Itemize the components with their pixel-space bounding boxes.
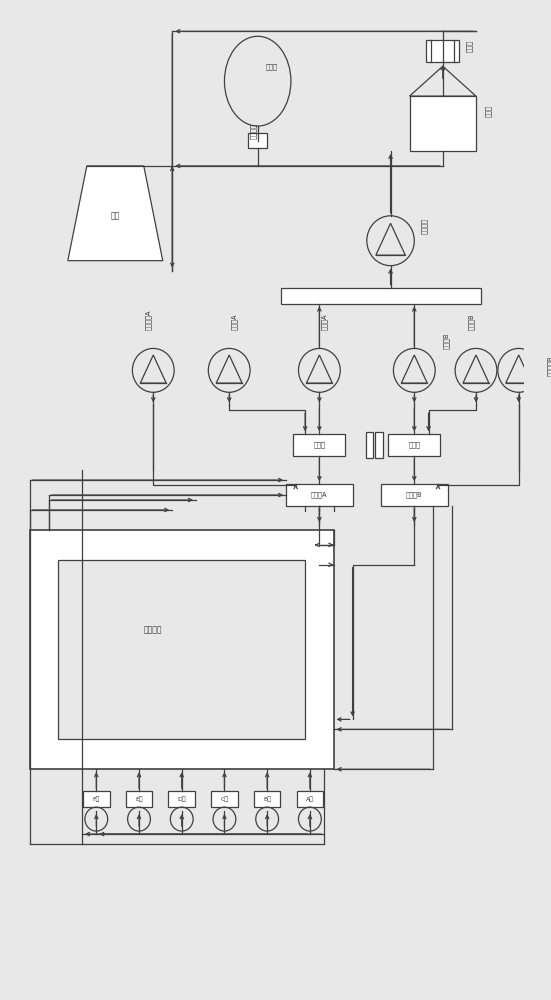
Text: 送风机B: 送风机B xyxy=(468,314,474,330)
Text: 喷淡塔: 喷淡塔 xyxy=(266,63,278,70)
Text: 一次风机A: 一次风机A xyxy=(145,310,152,330)
Text: 锅炉炉膀: 锅炉炉膀 xyxy=(144,625,163,634)
Bar xyxy=(381,484,447,506)
Text: 旁路挡板: 旁路挡板 xyxy=(250,123,256,139)
Text: 除尘器: 除尘器 xyxy=(314,442,326,448)
Bar xyxy=(388,434,440,456)
Bar xyxy=(58,560,305,739)
Text: 送风机A: 送风机A xyxy=(231,314,237,330)
Bar xyxy=(293,434,345,456)
Text: E磨: E磨 xyxy=(135,796,143,802)
Text: 一次风机B: 一次风机B xyxy=(547,355,551,376)
Text: A磨: A磨 xyxy=(306,796,314,802)
Bar xyxy=(254,791,280,807)
Text: 除尘器: 除尘器 xyxy=(408,442,420,448)
Bar xyxy=(366,432,374,458)
Text: 增压风机: 增压风机 xyxy=(421,218,428,234)
Text: B磨: B磨 xyxy=(263,796,271,802)
Bar xyxy=(126,791,152,807)
Bar xyxy=(83,791,110,807)
Bar xyxy=(286,484,353,506)
Bar xyxy=(282,288,480,304)
Bar xyxy=(169,791,195,807)
Text: 空预器B: 空预器B xyxy=(406,492,423,498)
Bar xyxy=(30,530,333,769)
Bar xyxy=(211,791,237,807)
Bar xyxy=(409,96,476,151)
Text: 引风机A: 引风机A xyxy=(321,314,327,330)
Text: 烟囱: 烟囱 xyxy=(111,211,120,220)
Bar xyxy=(426,40,460,62)
Polygon shape xyxy=(68,166,163,261)
Text: D磨: D磨 xyxy=(177,796,186,802)
Bar xyxy=(248,133,267,148)
Bar xyxy=(375,432,383,458)
Text: 引风机B: 引风机B xyxy=(443,332,450,349)
Text: 除雾器: 除雾器 xyxy=(467,40,473,52)
Text: 吸收塔: 吸收塔 xyxy=(485,105,492,117)
Text: F磨: F磨 xyxy=(93,796,100,802)
Text: 空预器A: 空预器A xyxy=(311,492,328,498)
Bar xyxy=(296,791,323,807)
Text: C磨: C磨 xyxy=(220,796,229,802)
